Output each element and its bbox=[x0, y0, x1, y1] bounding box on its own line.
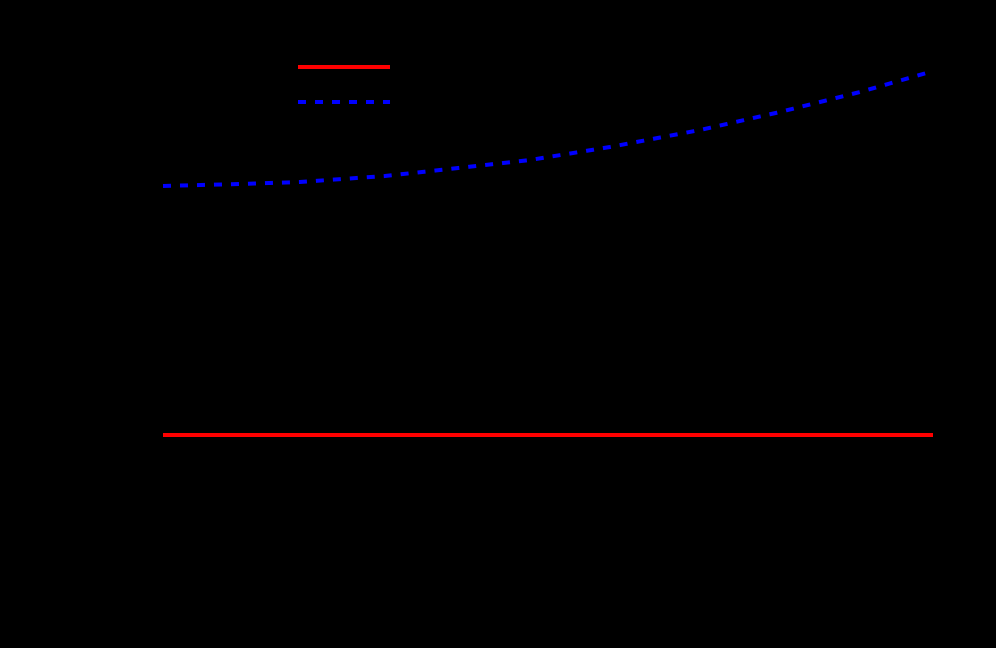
legend bbox=[298, 65, 390, 104]
blue-series-line bbox=[162, 70, 931, 188]
